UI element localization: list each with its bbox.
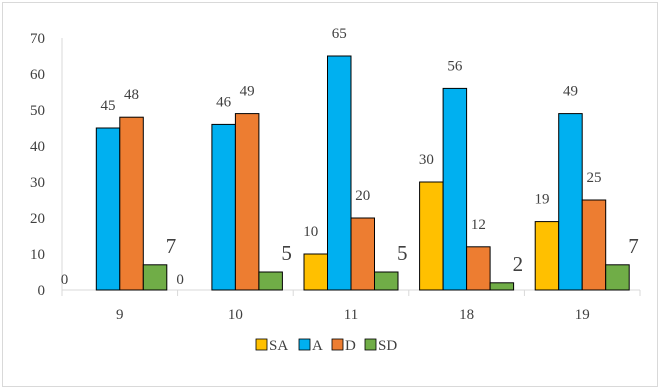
y-tick-label: 60 bbox=[30, 67, 45, 83]
legend-swatch-a bbox=[298, 338, 311, 351]
data-label: 7 bbox=[628, 234, 639, 258]
legend-label-a: A bbox=[312, 338, 323, 354]
data-label: 45 bbox=[101, 98, 116, 114]
legend-label-sd: SD bbox=[378, 338, 397, 354]
bar-sd bbox=[605, 264, 630, 291]
legend-swatch-sa bbox=[255, 338, 268, 351]
data-label: 12 bbox=[471, 217, 486, 233]
bar-sd bbox=[489, 282, 515, 291]
data-label: 25 bbox=[586, 170, 601, 186]
data-label: 5 bbox=[397, 241, 408, 265]
bar-sa bbox=[419, 181, 444, 291]
data-label: 0 bbox=[176, 272, 184, 288]
bar-a bbox=[558, 113, 583, 291]
data-label: 2 bbox=[513, 252, 524, 276]
data-label: 5 bbox=[281, 241, 292, 265]
x-tick-label: 10 bbox=[228, 307, 243, 323]
data-label: 19 bbox=[534, 192, 549, 208]
data-label: 7 bbox=[166, 234, 177, 258]
bar-sa bbox=[534, 221, 560, 291]
bar-a bbox=[442, 87, 468, 291]
y-tick-label: 0 bbox=[38, 283, 46, 299]
bar-d bbox=[119, 116, 144, 291]
x-axis: 9 10 11 18 19 bbox=[61, 289, 641, 323]
data-label: 56 bbox=[447, 58, 463, 74]
bar-a bbox=[95, 127, 121, 291]
y-tick-label: 30 bbox=[30, 175, 45, 191]
data-label: 10 bbox=[303, 224, 318, 240]
y-tick-label: 50 bbox=[30, 103, 45, 119]
legend-label-d: D bbox=[345, 338, 356, 354]
data-label: 48 bbox=[124, 87, 139, 103]
data-label: 49 bbox=[563, 84, 578, 100]
bar-sd bbox=[142, 264, 168, 291]
y-tick-label: 40 bbox=[30, 139, 45, 155]
data-label: 20 bbox=[355, 188, 370, 204]
legend-swatch-sd bbox=[364, 338, 377, 351]
bars bbox=[95, 55, 630, 291]
data-labels: 0 45 48 7 0 46 49 5 10 65 20 5 30 56 12 2 19 49 25 7 bbox=[61, 26, 639, 288]
data-label: 0 bbox=[61, 272, 69, 288]
x-tick-label: 11 bbox=[344, 307, 358, 323]
data-label: 46 bbox=[216, 94, 232, 110]
bar-sa bbox=[303, 253, 328, 291]
x-tick-label: 9 bbox=[116, 307, 124, 323]
legend: SA A D SD bbox=[255, 338, 397, 354]
bar-d bbox=[234, 113, 260, 291]
data-label: 30 bbox=[419, 152, 434, 168]
data-label: 49 bbox=[240, 84, 255, 100]
y-axis: 0 10 20 30 40 50 60 70 bbox=[30, 31, 63, 299]
bar-a bbox=[211, 123, 236, 291]
bar-a bbox=[327, 55, 352, 291]
data-label: 65 bbox=[332, 26, 347, 42]
y-tick-label: 20 bbox=[30, 211, 45, 227]
bar-sd bbox=[258, 271, 283, 291]
bar-d bbox=[350, 217, 375, 291]
y-tick-label: 10 bbox=[30, 247, 45, 263]
x-tick-label: 19 bbox=[575, 307, 590, 323]
y-tick-label: 70 bbox=[30, 31, 45, 47]
legend-swatch-d bbox=[331, 338, 344, 351]
x-tick-label: 18 bbox=[459, 307, 474, 323]
bar-sd bbox=[374, 271, 399, 291]
bar-d bbox=[466, 246, 491, 291]
legend-label-sa: SA bbox=[269, 338, 288, 354]
bar-d bbox=[581, 199, 607, 291]
